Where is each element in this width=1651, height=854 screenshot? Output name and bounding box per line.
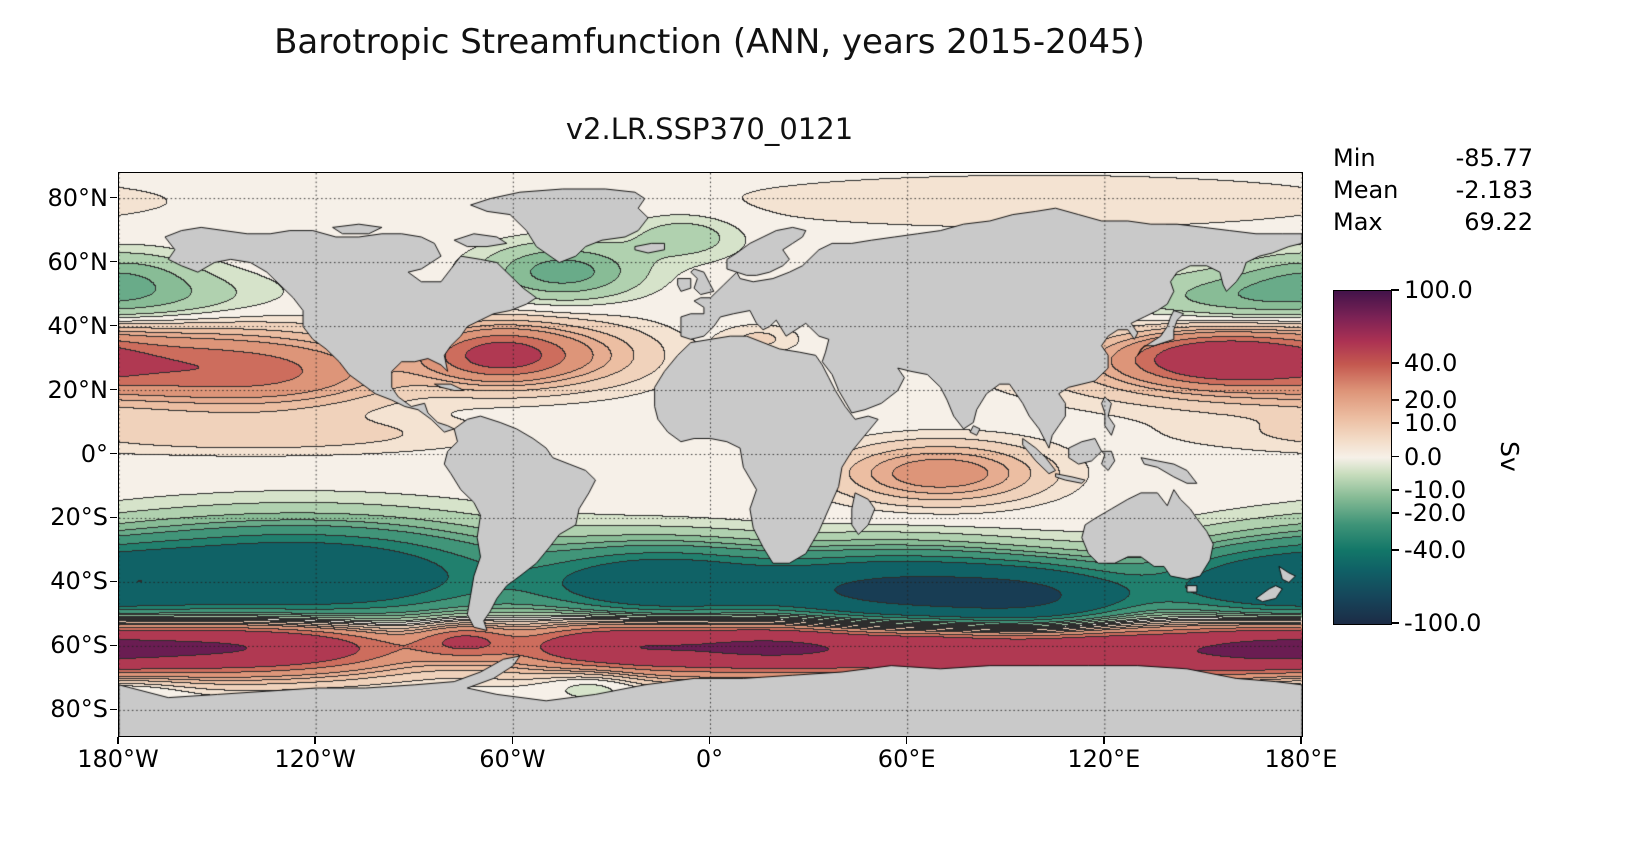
lon-tick-label: 120°W	[274, 745, 356, 773]
lat-tick-mark	[110, 260, 117, 263]
colorbar-tick-mark	[1391, 289, 1399, 291]
colorbar-tick-mark	[1391, 455, 1399, 458]
colorbar-tick-label: -100.0	[1404, 609, 1482, 637]
lat-tick-mark	[110, 644, 117, 647]
stat-label: Mean	[1333, 176, 1399, 204]
colorbar-tick-mark	[1391, 512, 1399, 514]
colorbar-tick-mark	[1391, 548, 1399, 551]
lat-tick-label: 40°S	[50, 567, 108, 596]
stat-row: Mean -2.183	[1333, 174, 1533, 206]
colorbar-tick-mark	[1391, 622, 1399, 624]
lat-tick-mark	[110, 196, 117, 199]
stat-row: Min -85.77	[1333, 142, 1533, 174]
stat-value: -2.183	[1455, 176, 1533, 204]
lat-tick-label: 80°S	[50, 695, 108, 724]
lat-tick-mark	[110, 580, 117, 583]
lat-tick-mark	[110, 324, 117, 327]
colorbar-tick-label: 0.0	[1404, 442, 1443, 471]
stat-label: Min	[1333, 144, 1376, 172]
figure-title: Barotropic Streamfunction (ANN, years 20…	[274, 22, 1145, 62]
lon-tick-label: 60°E	[877, 745, 936, 773]
lon-tick-label: 120°E	[1067, 745, 1141, 773]
colorbar-tick-label: 20.0	[1404, 385, 1458, 414]
figure-subtitle: v2.LR.SSP370_0121	[565, 112, 854, 146]
lat-tick-label: 60°N	[47, 247, 109, 276]
lat-tick-label: 40°N	[47, 311, 109, 340]
lon-tick-mark	[1300, 737, 1302, 744]
lon-tick-label: 60°W	[479, 745, 546, 773]
lat-tick-label: 0°	[80, 439, 108, 468]
lon-tick-label: 180°W	[77, 745, 159, 773]
colorbar-tick-mark	[1391, 399, 1399, 401]
stat-value: -85.77	[1455, 144, 1533, 172]
colorbar-tick-mark	[1391, 362, 1399, 365]
lon-tick-mark	[708, 737, 711, 744]
colorbar-unit-label: Sv	[1494, 441, 1524, 472]
lon-tick-label: 0°	[695, 745, 724, 773]
stat-value: 69.22	[1464, 208, 1533, 236]
map-plot	[118, 172, 1303, 737]
colorbar-tick-mark	[1391, 489, 1399, 491]
lon-tick-mark	[117, 737, 119, 744]
lon-tick-mark	[1103, 737, 1105, 744]
lat-tick-label: 80°N	[47, 183, 109, 212]
lon-tick-label: 180°E	[1264, 745, 1338, 773]
colorbar	[1333, 290, 1392, 625]
colorbar-tick-label: 40.0	[1404, 349, 1458, 378]
stat-label: Max	[1333, 208, 1383, 236]
colorbar-tick-label: 100.0	[1404, 276, 1473, 304]
lat-tick-label: 20°S	[50, 503, 108, 532]
lon-tick-mark	[905, 737, 908, 744]
colorbar-tick-label: -40.0	[1404, 535, 1467, 564]
colorbar-tick-label: 10.0	[1404, 409, 1458, 438]
lat-tick-mark	[110, 516, 117, 519]
stats-panel: Min -85.77 Mean -2.183 Max 69.22	[1333, 142, 1533, 238]
lon-tick-mark	[511, 737, 514, 744]
colorbar-tick-mark	[1391, 422, 1399, 424]
lat-tick-mark	[110, 388, 117, 391]
colorbar-tick-label: -20.0	[1404, 499, 1467, 528]
colorbar-tick-label: -10.0	[1404, 475, 1467, 504]
map-canvas	[119, 173, 1302, 736]
lon-tick-mark	[314, 737, 316, 744]
lat-tick-label: 60°S	[50, 631, 108, 660]
lat-tick-label: 20°N	[47, 375, 109, 404]
lat-tick-mark	[110, 708, 117, 711]
stat-row: Max 69.22	[1333, 206, 1533, 238]
lat-tick-mark	[110, 452, 117, 455]
